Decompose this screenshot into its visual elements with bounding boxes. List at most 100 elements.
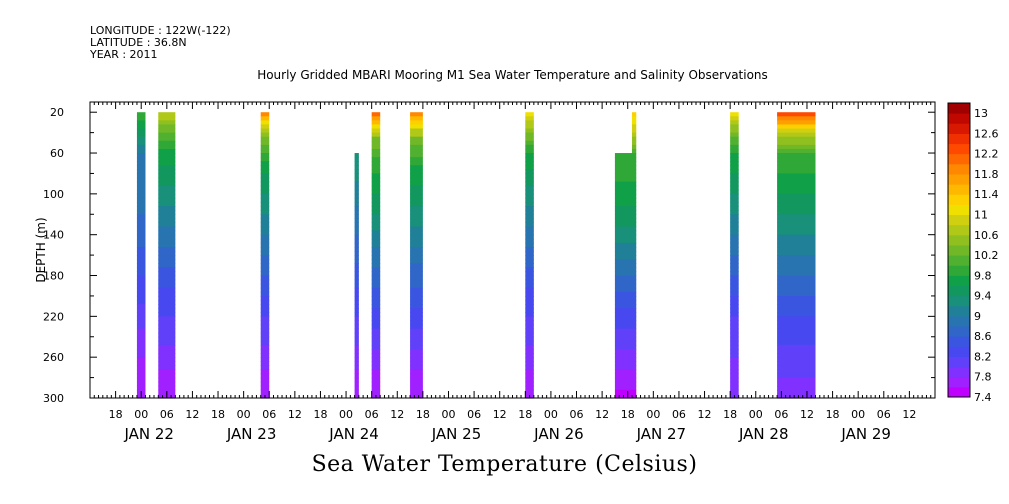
profile-cell [371,242,381,248]
profile-cell [631,304,637,309]
profile-cell [631,112,637,117]
colorbar-swatch [948,326,970,337]
profile-cell [136,185,146,191]
profile-cell [777,332,816,338]
profile-cell [631,393,637,399]
profile-cell [730,214,739,219]
profile-cell [525,197,534,203]
profile-cell [631,206,637,211]
x-hour-label: 18 [826,408,840,421]
profile-cell [136,226,146,232]
profile-cell [410,157,423,162]
profile-cell [730,169,739,175]
colorbar-swatch [948,366,970,378]
profile-column [777,112,816,399]
profile-cell [354,320,359,326]
profile-cell [158,287,176,293]
profile-cell [614,308,632,313]
profile-cell [631,332,637,338]
profile-cell [136,177,146,183]
profile-cell [354,165,359,170]
profile-cell [525,181,534,187]
profile-cell [158,316,176,322]
profile-column [525,112,534,399]
profile-cell [136,377,146,383]
profile-cell [136,255,146,260]
profile-cell [410,206,423,211]
profile-cell [371,349,381,354]
x-hour-label: 12 [902,408,916,421]
colorbar-swatch [948,133,970,145]
profile-cell [410,271,423,277]
profile-cell [631,336,637,342]
profile-cell [136,222,146,228]
profile-cell [614,377,632,383]
profile-cell [260,300,270,305]
profile-cell [730,140,739,146]
profile-cell [371,340,381,346]
profile-cell [158,336,176,342]
profile-cell [354,324,359,330]
profile-cell [371,124,381,130]
profile-cell [730,234,739,240]
profile-cell [525,295,534,301]
profile-cell [525,291,534,297]
colorbar-swatch [948,103,970,114]
profile-cell [777,279,816,285]
profile-cell [410,267,423,273]
profile-cell [777,295,816,301]
profile-cell [260,336,270,342]
profile-cell [260,202,270,207]
colorbar-label: 11.8 [974,168,999,181]
profile-cell [614,259,632,264]
profile-cell [260,295,270,301]
profile-cell [730,349,739,354]
profile-cell [371,369,381,375]
profile-cell [525,177,534,183]
x-day-label: JAN 28 [738,425,789,443]
colorbar-swatch [948,346,970,357]
colorbar-swatch [948,113,970,124]
profile-cell [777,218,816,224]
profile-cell [777,157,816,162]
colorbar-label: 9 [974,310,981,323]
profile-cell [614,320,632,326]
profile-cell [525,369,534,375]
profile-cell [371,185,381,191]
profile-cell [410,349,423,354]
profile-cell [631,312,637,317]
profile-cell [631,357,637,362]
profile-cell [158,177,176,183]
profile-cell [730,193,739,199]
profile-cell [631,165,637,170]
profile-cell [730,291,739,297]
profile-cell [525,328,534,334]
profile-cell [777,173,816,179]
profile-cell [158,210,176,215]
colorbar-swatch [948,163,970,175]
x-hour-label: 18 [109,408,123,421]
profile-cell [730,206,739,211]
profile-cell [525,357,534,362]
profile-cell [260,312,270,317]
colorbar-swatch [948,244,970,256]
profile-cell [158,312,176,317]
profile-cell [260,222,270,228]
profile-column [136,112,146,399]
profile-cell [354,218,359,224]
profile-cell [777,357,816,362]
profile-cell [730,320,739,326]
profile-cell [410,283,423,289]
profile-cell [260,267,270,273]
profile-cell [614,157,632,162]
profile-cell [136,316,146,322]
profile-cell [730,226,739,232]
colorbar-swatch [948,315,970,327]
profile-cell [354,316,359,322]
profile-cell [730,259,739,264]
profile-cell [525,316,534,322]
profile-cell [631,246,637,252]
profile-cell [260,197,270,203]
profile-cell [777,116,816,121]
profile-cell [730,353,739,358]
